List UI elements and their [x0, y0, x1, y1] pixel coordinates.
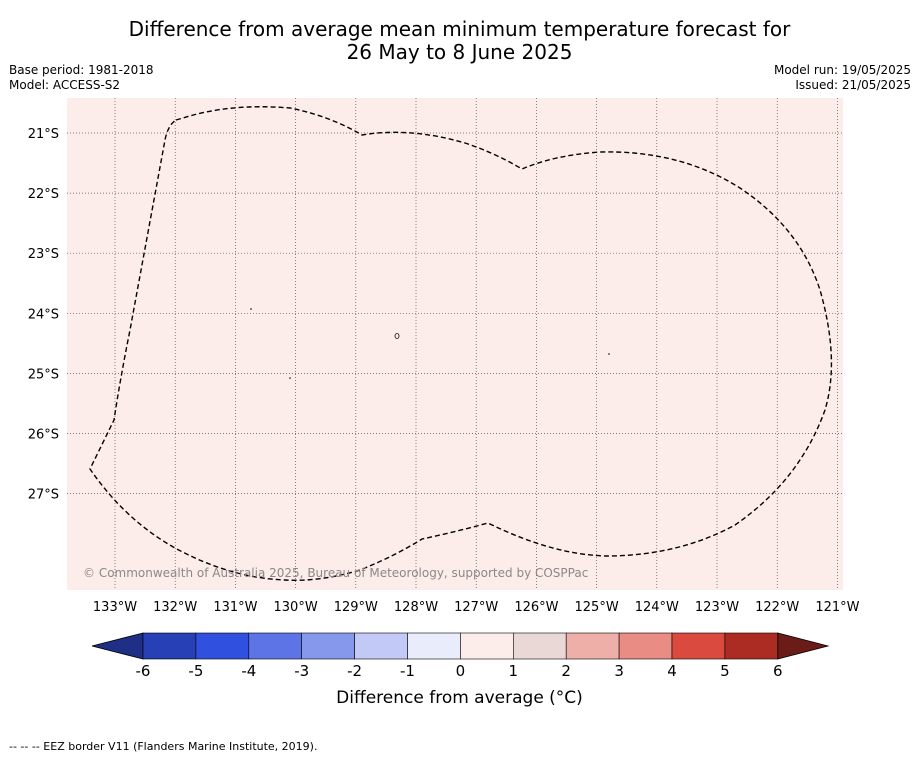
colorbar-segment [248, 632, 303, 660]
colorbar-segment [512, 632, 567, 660]
map-title: Difference from average mean minimum tem… [0, 18, 919, 64]
colorbar-tick-label: 6 [773, 662, 783, 680]
lon-label: 125°W [575, 600, 619, 615]
lon-label: 124°W [635, 600, 679, 615]
lon-label: 122°W [755, 600, 799, 615]
islet [394, 333, 400, 339]
colorbar-segment [724, 632, 779, 660]
lat-label: 23°S [28, 247, 59, 262]
islet [608, 353, 610, 355]
title-line-2: 26 May to 8 June 2025 [346, 40, 573, 64]
title-line-1: Difference from average mean minimum tem… [128, 17, 791, 41]
colorbar-tick-label: 3 [614, 662, 624, 680]
colorbar-tick-label: 5 [720, 662, 730, 680]
lon-label: 133°W [93, 600, 137, 615]
lon-label: 129°W [334, 600, 378, 615]
map-area [67, 98, 843, 590]
copyright-text: © Commonwealth of Australia 2025, Bureau… [83, 566, 588, 580]
lat-label: 22°S [28, 187, 59, 202]
lon-label: 126°W [514, 600, 558, 615]
lon-label: 132°W [153, 600, 197, 615]
base-period: Base period: 1981-2018 [9, 63, 154, 77]
colorbar-segment [618, 632, 673, 660]
colorbar-extend-high [777, 632, 830, 660]
colorbar-tick-label: -4 [241, 662, 256, 680]
colorbar-tick-label: -5 [188, 662, 203, 680]
colorbar-tick-label: -3 [294, 662, 309, 680]
eez-footnote: -- -- -- EEZ border V11 (Flanders Marine… [9, 740, 318, 753]
meta-left: Base period: 1981-2018 Model: ACCESS-S2 [9, 63, 154, 93]
colorbar-segment [142, 632, 197, 660]
model-run: Model run: 19/05/2025 [773, 63, 911, 77]
colorbar-tick-label: 1 [509, 662, 519, 680]
lat-label: 27°S [28, 488, 59, 503]
colorbar-segment [565, 632, 620, 660]
model-name: Model: ACCESS-S2 [9, 78, 121, 92]
colorbar-ticks: -6 -5 -4 -3 -2 -1 0 1 2 3 4 5 6 [136, 662, 783, 680]
colorbar-tick-label: -1 [400, 662, 415, 680]
lat-label: 26°S [28, 428, 59, 443]
islet [289, 377, 291, 379]
colorbar-segment [407, 632, 461, 660]
colorbar-segment [671, 632, 726, 660]
lat-label: 21°S [28, 127, 59, 142]
islet [250, 308, 252, 310]
lat-label: 25°S [28, 367, 59, 382]
colorbar-segments [91, 632, 830, 660]
colorbar-segment [460, 632, 514, 660]
lon-label: 123°W [695, 600, 739, 615]
meta-right: Model run: 19/05/2025 Issued: 21/05/2025 [774, 63, 911, 93]
lon-label: 121°W [815, 600, 859, 615]
latitude-labels: 21°S 22°S 23°S 24°S 25°S 26°S 27°S [28, 127, 59, 503]
colorbar-tick-label: 0 [456, 662, 466, 680]
lon-label: 130°W [274, 600, 318, 615]
colorbar-tick-label: -6 [136, 662, 151, 680]
colorbar-segment [195, 632, 250, 660]
longitude-labels: 133°W 132°W 131°W 130°W 129°W 128°W 127°W 126°W… [93, 600, 860, 615]
colorbar-segment [301, 632, 355, 660]
lon-label: 128°W [394, 600, 438, 615]
eez-border [89, 106, 833, 581]
lon-label: 127°W [454, 600, 498, 615]
colorbar-label: Difference from average (°C) [336, 688, 583, 708]
colorbar-extend-low [91, 632, 144, 660]
colorbar-tick-label: 4 [667, 662, 677, 680]
colorbar-segment [354, 632, 408, 660]
islets [250, 308, 610, 379]
issued-date: Issued: 21/05/2025 [795, 78, 911, 92]
colorbar-tick-label: 2 [561, 662, 571, 680]
graticule [67, 98, 843, 590]
lon-label: 131°W [213, 600, 257, 615]
colorbar-tick-label: -2 [347, 662, 362, 680]
lat-label: 24°S [28, 307, 59, 322]
